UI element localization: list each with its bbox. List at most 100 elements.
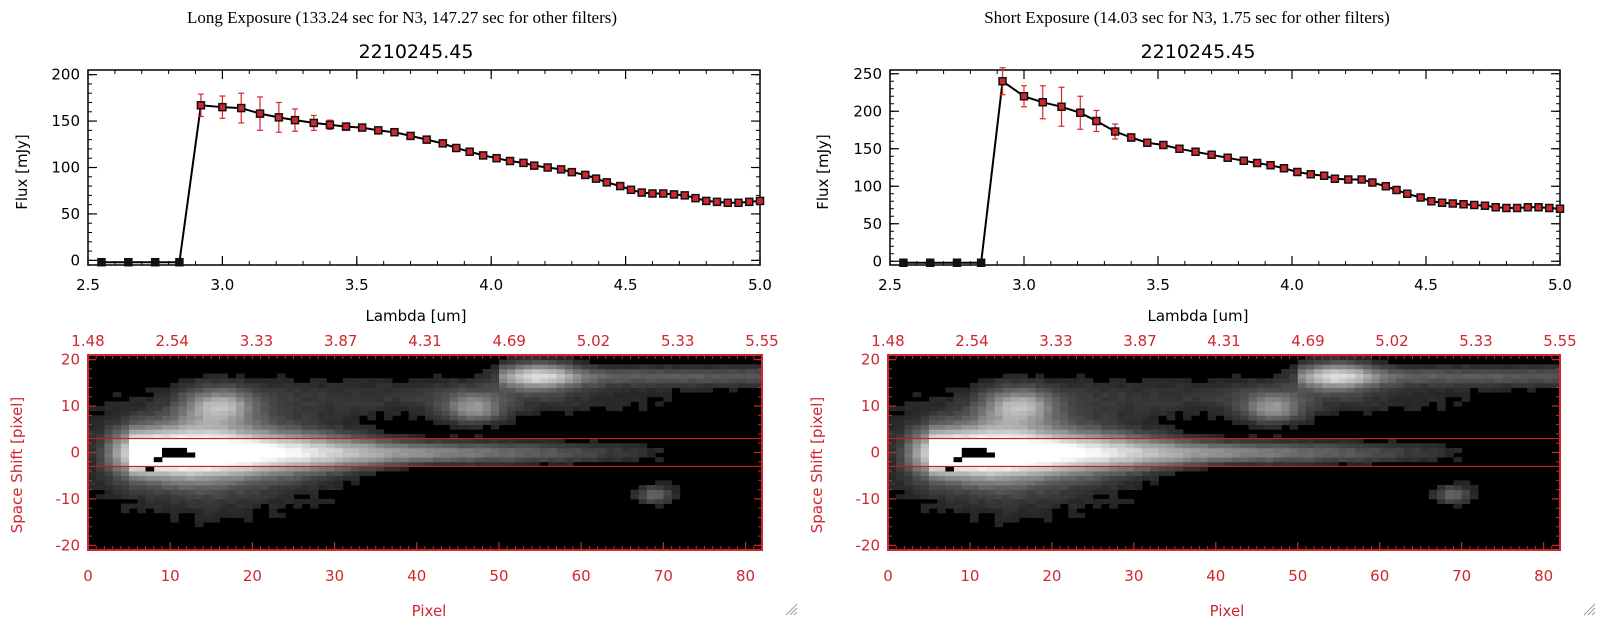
image-pixel xyxy=(1191,443,1200,449)
image-pixel xyxy=(219,406,229,412)
image-pixel xyxy=(548,461,557,467)
image-pixel xyxy=(112,447,122,453)
image-pixel xyxy=(351,378,360,384)
image-pixel xyxy=(1101,461,1110,467)
image-pixel xyxy=(318,410,327,416)
image-pixel xyxy=(888,433,897,439)
image-pixel xyxy=(1338,438,1348,444)
image-pixel xyxy=(1076,392,1086,398)
image-pixel xyxy=(1240,406,1249,412)
image-pixel xyxy=(244,503,253,509)
resize-grip-right[interactable] xyxy=(1583,603,1596,616)
image-pixel xyxy=(227,406,237,412)
image-pixel xyxy=(928,401,938,407)
image-pixel xyxy=(211,475,220,481)
image-pixel xyxy=(1101,433,1110,439)
image-pixel xyxy=(326,438,335,444)
image-pixel xyxy=(548,438,557,444)
image-pixel xyxy=(1404,373,1413,379)
image-pixel xyxy=(1256,443,1266,449)
image-pixel xyxy=(523,401,533,407)
image-pixel xyxy=(120,466,130,472)
image-pixel xyxy=(186,447,196,453)
image-pixel xyxy=(153,424,163,430)
data-point xyxy=(1368,178,1377,187)
image-pixel xyxy=(490,443,500,449)
image-pixel xyxy=(1289,382,1299,388)
image-pixel xyxy=(1084,378,1094,384)
image-pixel xyxy=(252,452,262,458)
image-pixel xyxy=(277,480,286,486)
image-pixel xyxy=(498,359,508,365)
image-pixel xyxy=(1428,457,1438,463)
image-pixel xyxy=(383,410,393,416)
image-pixel xyxy=(896,443,905,449)
image-pixel xyxy=(235,382,245,388)
image-pixel xyxy=(211,387,220,393)
image-pixel xyxy=(1297,368,1307,374)
image-pixel xyxy=(457,443,467,449)
image-pixel xyxy=(145,447,155,453)
image-pixel xyxy=(1314,457,1323,463)
image-pixel xyxy=(334,461,344,467)
image-pixel xyxy=(679,382,689,388)
image-pixel xyxy=(145,480,155,486)
data-point xyxy=(97,257,106,267)
image-pixel xyxy=(441,401,451,407)
image-pixel xyxy=(556,447,566,453)
image-pixel xyxy=(1453,485,1463,491)
image-pixel xyxy=(556,457,566,463)
image-pixel xyxy=(120,429,130,435)
image-pixel xyxy=(1355,396,1364,402)
image-pixel xyxy=(523,410,533,416)
image-pixel xyxy=(1428,396,1438,402)
image-pixel xyxy=(1019,373,1028,379)
image-pixel xyxy=(490,401,500,407)
image-pixel xyxy=(1420,443,1430,449)
image-pixel xyxy=(1117,392,1127,398)
image-pixel xyxy=(474,382,483,388)
image-pixel xyxy=(96,433,105,439)
image-pixel xyxy=(227,457,237,463)
image-pixel xyxy=(129,471,138,477)
image-pixel xyxy=(630,452,640,458)
image-pixel xyxy=(137,443,146,449)
image-pixel xyxy=(920,508,930,514)
left-image-y-label: Space Shift [pixel] xyxy=(8,397,26,534)
image-pixel xyxy=(235,475,245,481)
image-pixel xyxy=(920,401,930,407)
image-pixel xyxy=(1150,387,1159,393)
image-pixel xyxy=(244,387,253,393)
image-pixel xyxy=(1363,396,1372,402)
image-pixel xyxy=(1527,368,1536,374)
image-pixel xyxy=(994,433,1004,439)
image-pixel xyxy=(1043,415,1053,421)
image-pixel xyxy=(1371,443,1381,449)
image-pixel xyxy=(326,447,335,453)
image-pixel xyxy=(1191,382,1200,388)
image-pixel xyxy=(466,406,475,412)
image-pixel xyxy=(112,461,122,467)
image-pixel xyxy=(920,415,930,421)
image-pixel xyxy=(309,452,319,458)
data-point xyxy=(1491,203,1500,212)
image-pixel xyxy=(441,443,451,449)
image-pixel xyxy=(1273,410,1282,416)
image-pixel xyxy=(170,498,179,504)
image-pixel xyxy=(1043,392,1053,398)
image-pixel xyxy=(318,466,327,472)
image-pixel xyxy=(219,485,229,491)
image-pixel xyxy=(1264,461,1274,467)
image-pixel xyxy=(466,424,475,430)
image-pixel xyxy=(994,420,1004,426)
image-pixel xyxy=(515,355,525,361)
image-pixel xyxy=(96,471,105,477)
resize-grip-left[interactable] xyxy=(785,603,798,616)
image-pixel xyxy=(507,392,516,398)
image-pixel xyxy=(1461,396,1471,402)
image-pixel xyxy=(1461,378,1471,384)
image-pixel xyxy=(540,373,549,379)
image-pixel xyxy=(969,387,979,393)
image-pixel xyxy=(540,359,549,365)
image-pixel xyxy=(112,410,122,416)
